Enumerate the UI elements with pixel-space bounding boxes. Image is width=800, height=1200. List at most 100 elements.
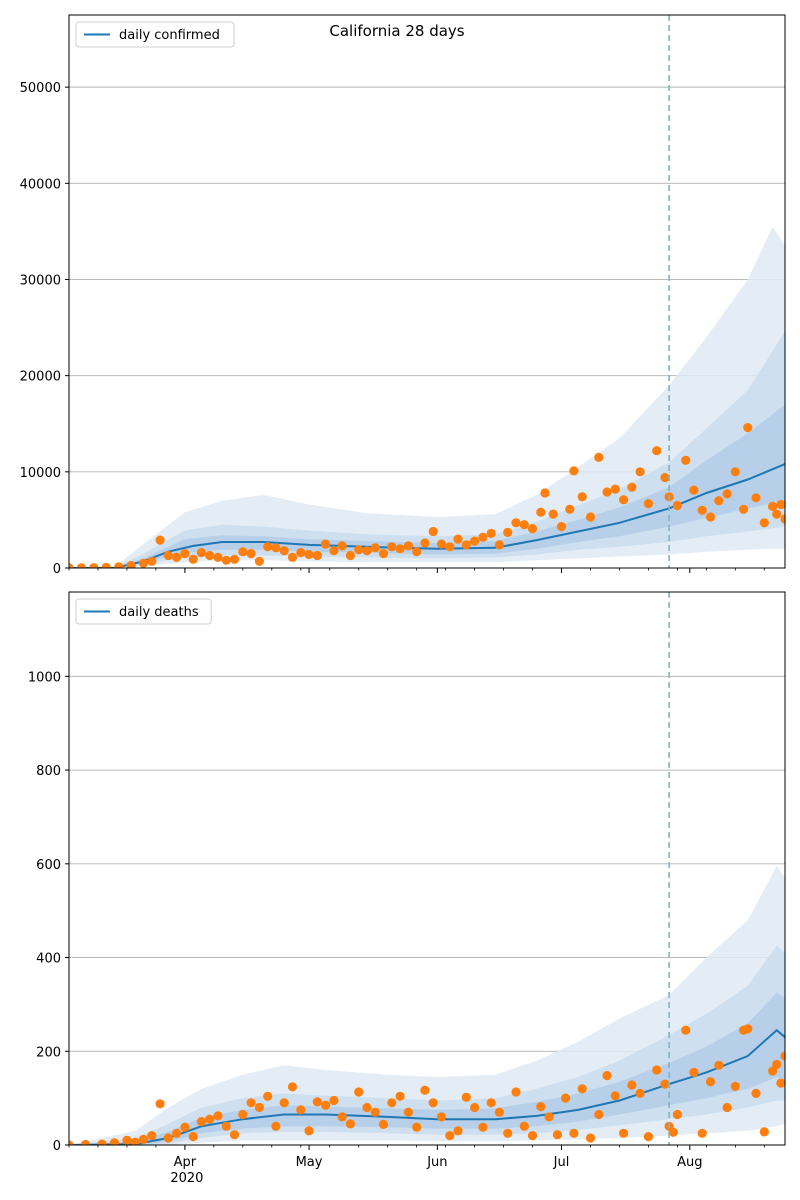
data-point — [776, 1078, 785, 1088]
data-point — [594, 452, 604, 462]
data-point — [544, 1112, 554, 1122]
data-point — [412, 547, 422, 557]
data-point — [643, 1132, 654, 1142]
data-point — [263, 1091, 273, 1101]
data-point — [660, 1079, 670, 1089]
data-point — [246, 549, 256, 559]
y-tick-label: 20000 — [20, 370, 61, 385]
data-point — [486, 1098, 496, 1108]
data-point — [109, 1138, 120, 1145]
data-point — [221, 1121, 231, 1131]
data-point — [76, 563, 86, 568]
band-inner — [69, 992, 785, 1145]
data-point — [697, 505, 707, 515]
data-point — [751, 1088, 761, 1098]
data-point — [213, 552, 223, 563]
band-inner — [69, 404, 785, 568]
data-point — [772, 509, 782, 519]
data-point — [205, 1114, 215, 1124]
data-point — [180, 1122, 190, 1132]
data-point — [689, 1067, 699, 1077]
y-tick-label: 30000 — [20, 273, 61, 288]
data-point — [772, 1059, 782, 1069]
y-tick-label: 0 — [53, 1139, 61, 1154]
data-point — [743, 1024, 753, 1034]
data-point — [304, 549, 314, 560]
data-point — [345, 1119, 355, 1129]
data-point — [304, 1126, 314, 1136]
data-point — [705, 512, 716, 522]
data-point — [643, 499, 654, 509]
data-point — [238, 1109, 248, 1120]
data-point — [536, 507, 546, 517]
data-point — [445, 542, 455, 552]
data-point — [714, 496, 724, 506]
data-point — [296, 548, 306, 558]
data-point — [155, 1099, 165, 1109]
legend-box — [75, 21, 235, 48]
data-point — [619, 495, 629, 505]
data-point — [536, 1102, 546, 1112]
y-tick-label: 10000 — [20, 466, 61, 481]
data-point — [722, 489, 732, 499]
data-point — [188, 554, 198, 564]
data-point — [569, 466, 579, 476]
axes-frame — [68, 591, 786, 1146]
data-point — [652, 446, 662, 456]
data-point — [478, 1122, 488, 1132]
data-point — [503, 527, 513, 538]
data-point — [321, 539, 331, 549]
data-point — [519, 520, 529, 530]
data-point — [635, 1088, 645, 1098]
band-middle — [69, 331, 785, 568]
data-point — [321, 1100, 331, 1110]
data-point — [312, 550, 322, 561]
data-point — [188, 1132, 198, 1142]
data-point — [412, 1122, 422, 1132]
data-point — [138, 1134, 149, 1144]
data-point — [453, 1126, 463, 1136]
data-point — [461, 1092, 471, 1102]
data-point — [689, 485, 699, 495]
legend-box — [75, 598, 212, 625]
data-point — [213, 1111, 223, 1121]
data-point — [652, 1065, 662, 1075]
data-point — [172, 1128, 182, 1138]
data-point — [126, 561, 136, 568]
data-point — [221, 555, 231, 565]
data-point — [279, 546, 289, 556]
data-point — [776, 499, 785, 510]
y-tick-label: 800 — [36, 764, 61, 779]
data-point — [681, 1025, 691, 1035]
data-point — [155, 535, 165, 545]
axes-frame — [68, 14, 786, 569]
x-tick-label: Apr — [174, 1155, 197, 1170]
x-tick-label: Jul — [553, 1155, 570, 1170]
y-tick-label: 600 — [36, 858, 61, 873]
data-point — [610, 484, 620, 494]
data-point — [263, 542, 273, 552]
data-point — [196, 548, 206, 558]
y-tick-label: 1000 — [28, 670, 61, 685]
data-point — [180, 549, 190, 559]
data-point — [635, 467, 645, 477]
data-point — [585, 1133, 596, 1143]
data-point — [337, 1112, 347, 1122]
data-point — [569, 1128, 579, 1138]
data-point — [370, 543, 380, 553]
data-point — [519, 1121, 529, 1131]
data-point — [428, 526, 438, 537]
legend: daily confirmed — [75, 21, 235, 48]
data-point — [552, 1130, 563, 1140]
data-point — [229, 554, 240, 564]
data-point — [271, 543, 281, 553]
data-point — [540, 488, 550, 498]
data-point — [602, 1071, 612, 1081]
data-point — [768, 501, 778, 511]
data-point — [296, 1105, 306, 1115]
data-point — [69, 563, 74, 568]
band-outer — [69, 226, 785, 568]
data-point — [768, 1066, 778, 1076]
data-point — [312, 1097, 322, 1107]
